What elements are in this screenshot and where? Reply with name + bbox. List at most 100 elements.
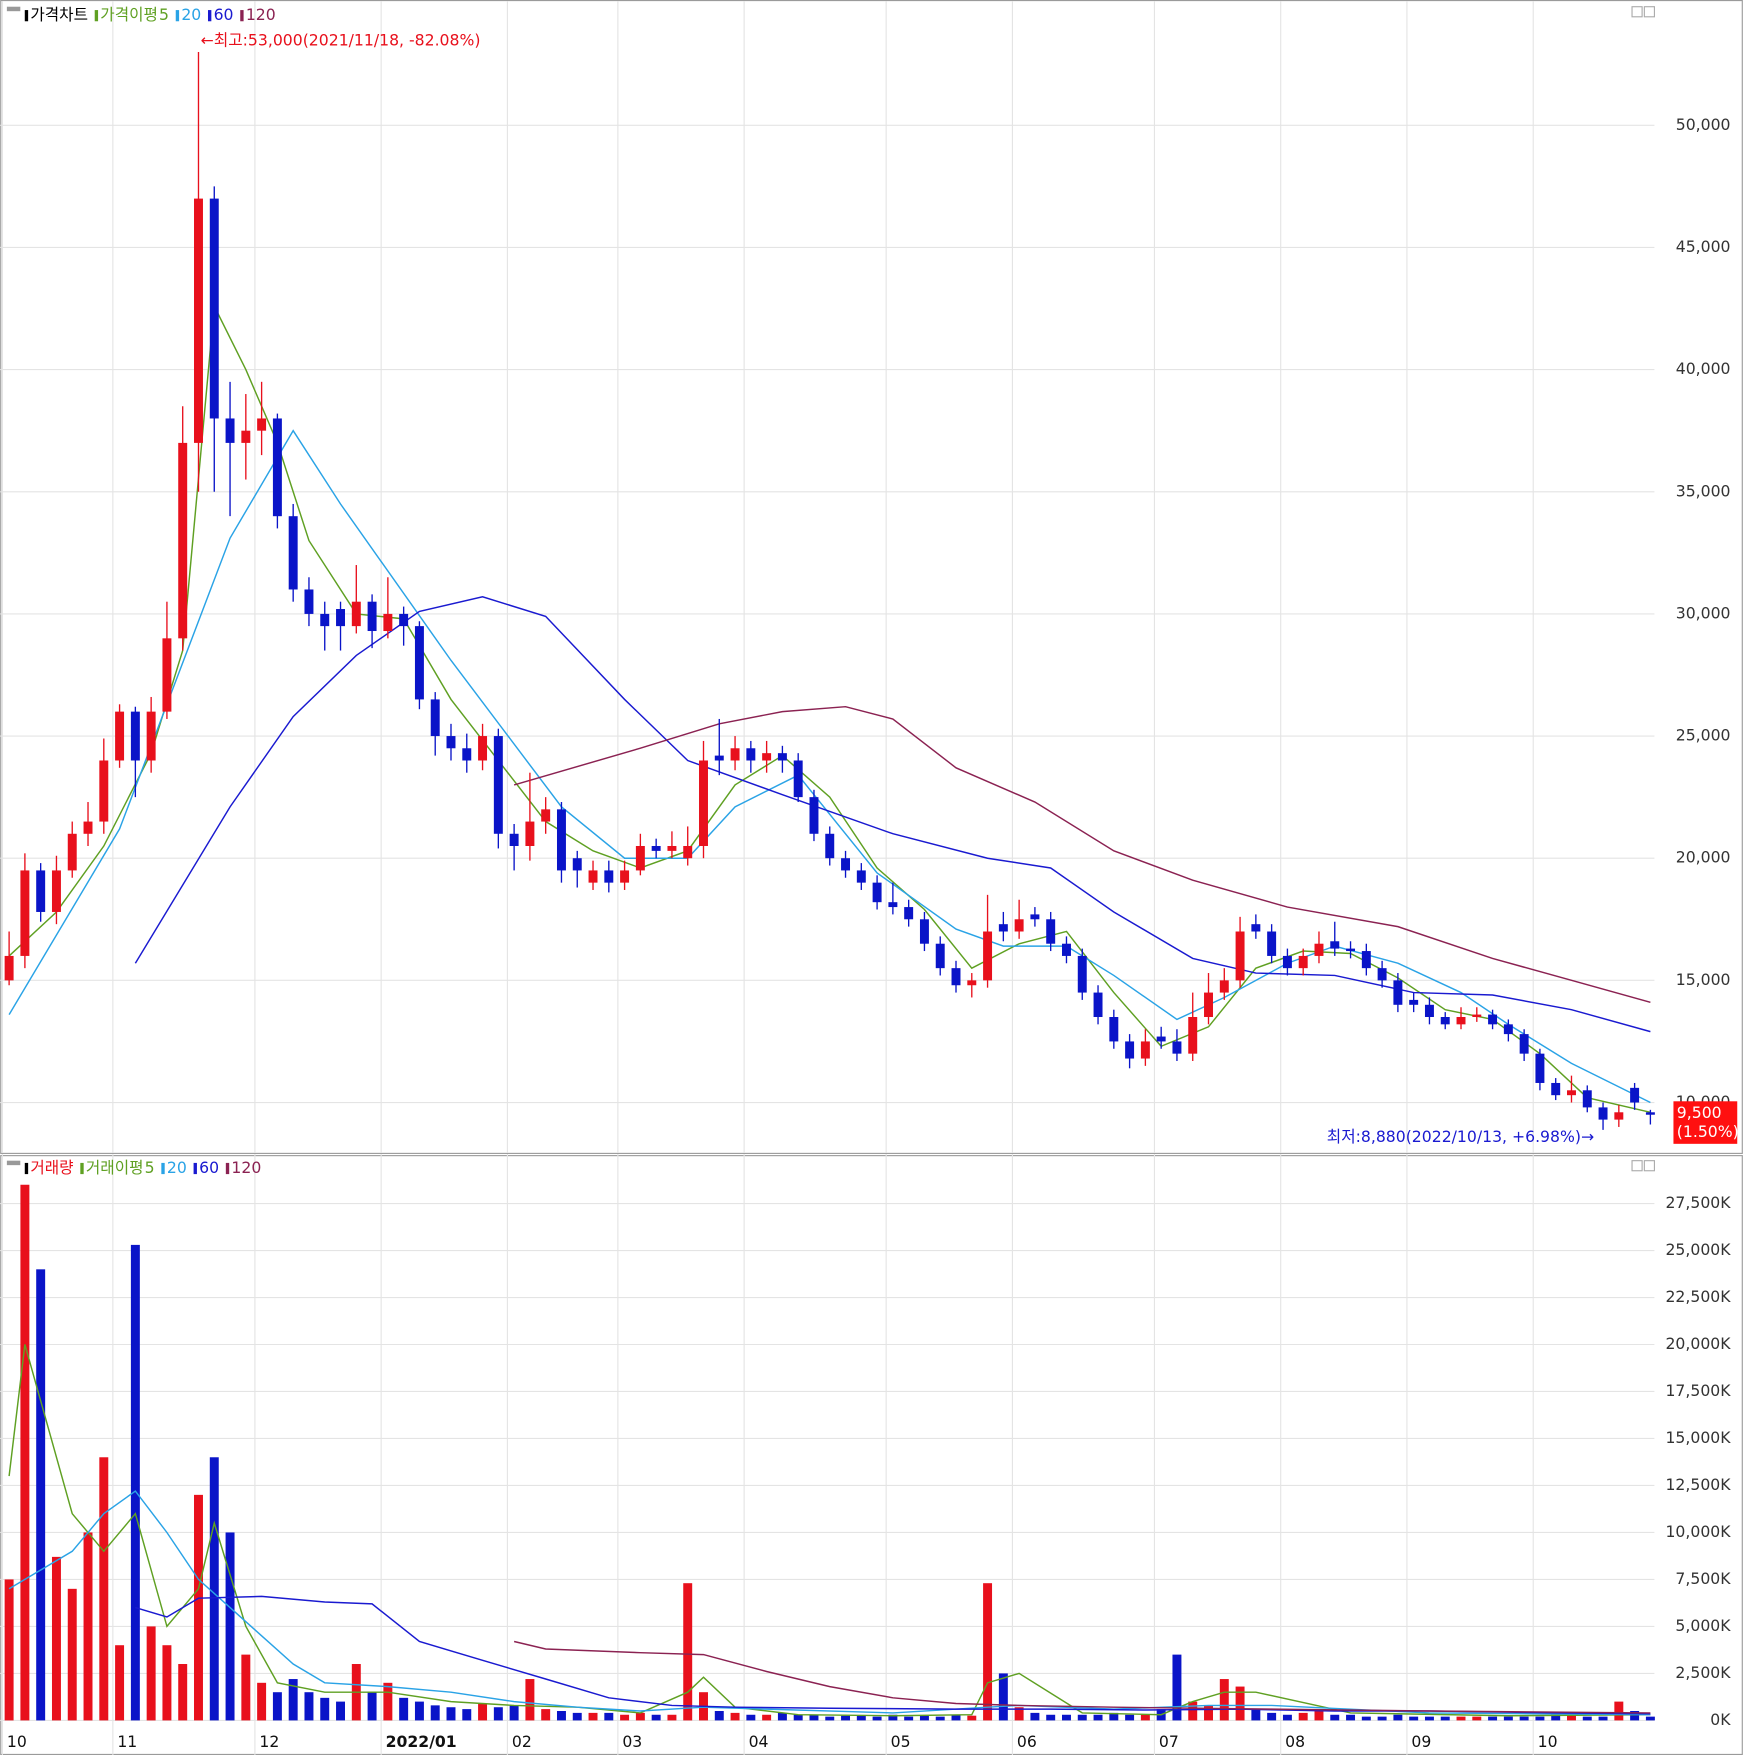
x-tick-label: 06: [1017, 1732, 1037, 1751]
candle-body: [888, 902, 898, 908]
candle-body: [762, 753, 772, 761]
volume-bar: [1188, 1701, 1198, 1721]
candle-body: [178, 442, 188, 639]
volume-bar: [194, 1494, 203, 1721]
restore-icon[interactable]: [1631, 1160, 1643, 1172]
volume-bar: [762, 1714, 772, 1721]
candle-body: [20, 870, 30, 956]
volume-bar: [446, 1707, 456, 1721]
restore-icon[interactable]: [1631, 6, 1643, 18]
candle-body: [777, 753, 787, 761]
legend-label: 가격이평: [100, 5, 158, 24]
volume-bar: [777, 1712, 787, 1721]
candle-body: [683, 845, 693, 859]
volume-bar: [1598, 1716, 1608, 1721]
candle-body: [1046, 919, 1056, 944]
candle-body: [1251, 924, 1261, 932]
moving-average-line: [134, 596, 1651, 1033]
candle-body: [1125, 1041, 1135, 1059]
close-icon[interactable]: [1643, 1160, 1655, 1172]
candle-body: [588, 870, 598, 883]
volume-bar: [1140, 1714, 1150, 1721]
x-tick-label: 09: [1411, 1732, 1431, 1751]
volume-bar: [809, 1714, 819, 1721]
candle-body: [604, 870, 614, 883]
candle-body: [146, 711, 156, 761]
candle-body: [1172, 1041, 1182, 1054]
volume-bar: [1046, 1714, 1056, 1721]
x-tick-label: 02: [512, 1732, 532, 1751]
volume-bar: [83, 1532, 93, 1721]
candle-body: [115, 711, 125, 761]
legend-label: 5: [159, 5, 169, 24]
volume-bar: [36, 1269, 46, 1721]
y-tick-label: 0K: [1710, 1710, 1731, 1729]
volume-bar: [983, 1583, 993, 1721]
volume-bar: [399, 1697, 409, 1721]
legend-swatch: [207, 10, 212, 22]
candle-body: [1235, 931, 1245, 981]
price-tag-label: 9,500: [1677, 1103, 1722, 1122]
volume-bar: [651, 1714, 661, 1721]
volume-bar: [919, 1715, 929, 1721]
volume-bar: [1061, 1714, 1071, 1721]
volume-bar: [1235, 1686, 1245, 1721]
candle-body: [1519, 1034, 1529, 1054]
candle-body: [162, 638, 172, 712]
candle-body: [1030, 914, 1040, 920]
y-tick-label: 17,500K: [1665, 1381, 1731, 1400]
marks: [4, 52, 1655, 1721]
x-tick-label: 11: [117, 1732, 137, 1751]
candle-body: [809, 797, 819, 834]
y-tick-label: 20,000: [1676, 848, 1731, 867]
volume-bar: [1093, 1714, 1103, 1721]
legend-swatch: [193, 1162, 197, 1175]
annotation: ←최고:53,000(2021/11/18, -82.08%): [201, 30, 481, 49]
volume-bar: [951, 1714, 961, 1721]
volume-bar: [620, 1714, 630, 1721]
y-tick-label: 15,000: [1676, 970, 1731, 989]
candle-body: [478, 736, 488, 761]
volume-bar: [998, 1673, 1008, 1721]
volume-bar: [541, 1709, 551, 1721]
volume-bar: [667, 1714, 677, 1721]
legend-label: 120: [231, 1158, 261, 1177]
y-tick-label: 12,500K: [1665, 1475, 1731, 1494]
moving-average-line: [8, 429, 1651, 1104]
candle-body: [1061, 943, 1071, 956]
volume-bar: [320, 1697, 330, 1721]
candle-body: [194, 198, 203, 443]
candle-body: [225, 418, 235, 443]
volume-bar: [430, 1705, 440, 1721]
volume-bar: [20, 1184, 30, 1721]
y-tick-label: 7,500K: [1675, 1569, 1731, 1588]
legend-swatch: [24, 10, 29, 22]
legend-label: 60: [199, 1158, 219, 1177]
volume-bar: [1424, 1716, 1434, 1721]
candle-body: [998, 924, 1008, 932]
panel-menu[interactable]: [6, 1160, 21, 1166]
x-tick-label: 03: [622, 1732, 642, 1751]
candle-body: [1188, 1017, 1198, 1054]
volume-bar: [209, 1457, 219, 1721]
legend-swatch: [225, 1162, 230, 1175]
x-tick-label: 05: [891, 1732, 911, 1751]
candle-body: [257, 418, 267, 431]
close-icon[interactable]: [1643, 6, 1655, 18]
volume-bar: [1551, 1714, 1561, 1721]
candle-body: [509, 833, 519, 846]
y-tick-label: 27,500K: [1665, 1193, 1731, 1212]
volume-bar: [414, 1701, 424, 1721]
candle-body: [304, 589, 314, 614]
candle-body: [1156, 1036, 1166, 1042]
panel-menu[interactable]: [6, 6, 21, 12]
candle-body: [1014, 919, 1024, 932]
candle-body: [1109, 1017, 1119, 1042]
legend-swatch: [161, 1162, 165, 1175]
price-tag-label: (1.50%): [1677, 1122, 1739, 1141]
volume-bar: [730, 1712, 740, 1721]
candle-body: [1488, 1014, 1498, 1025]
candle-body: [746, 748, 756, 761]
volume-bar: [51, 1556, 61, 1721]
